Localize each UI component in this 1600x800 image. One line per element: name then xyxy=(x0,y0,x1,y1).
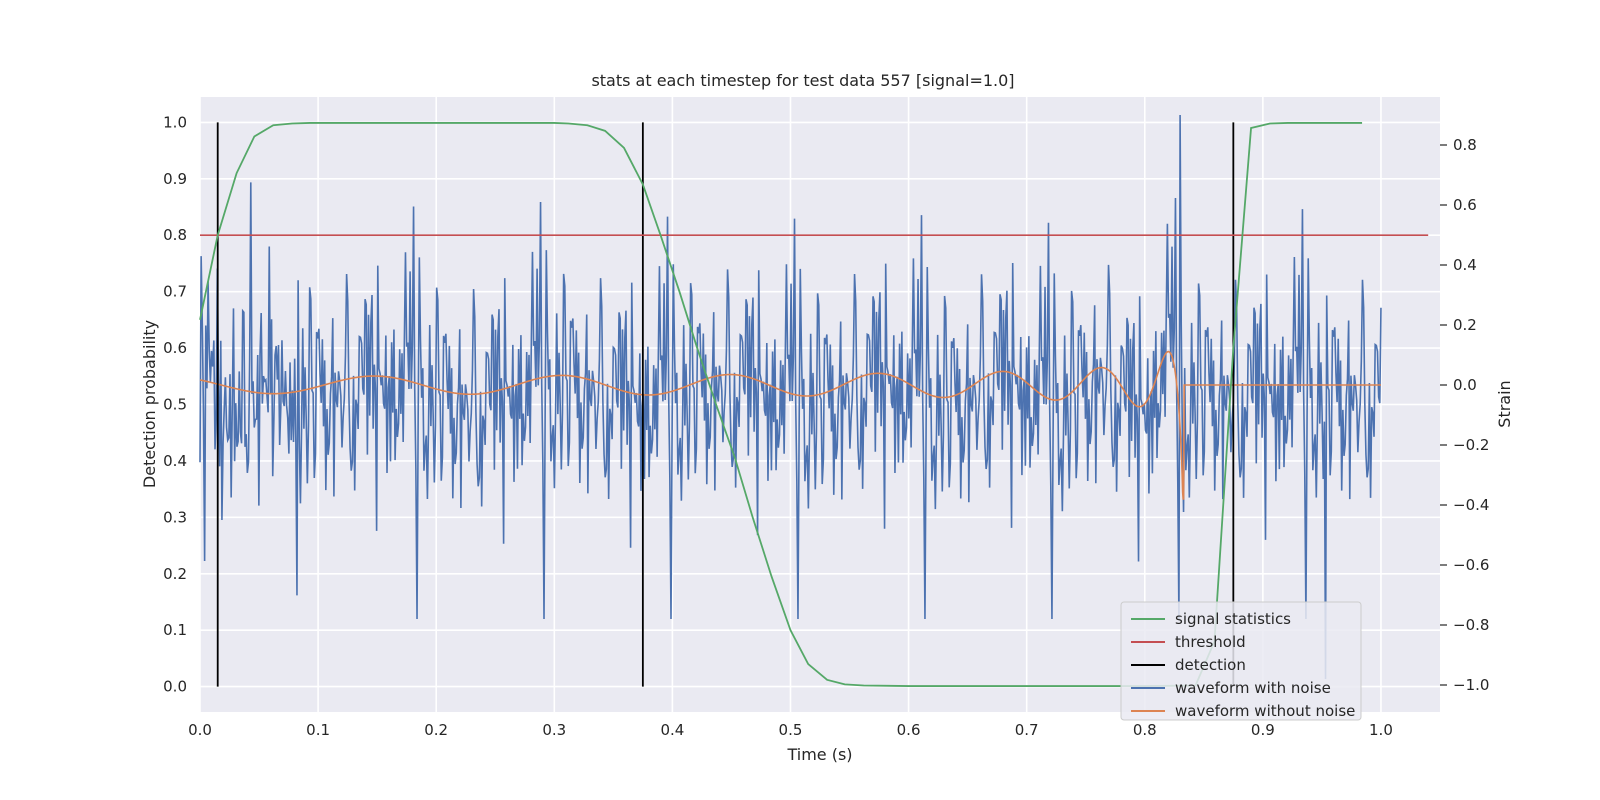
x-tick-label: 1.0 xyxy=(1369,721,1393,739)
y2-tick-label: −0.4 xyxy=(1453,496,1489,514)
y-tick-label: 0.3 xyxy=(163,508,187,526)
x-tick-label: 0.3 xyxy=(542,721,566,739)
y2-tick-label: 0.4 xyxy=(1453,256,1477,274)
y-tick-label: 0.2 xyxy=(163,565,187,583)
x-axis-label: Time (s) xyxy=(786,745,852,764)
y-tick-label: 1.0 xyxy=(163,113,187,131)
legend-entry: signal statistics xyxy=(1175,610,1291,628)
y2-tick-label: 0.8 xyxy=(1453,136,1477,154)
x-tick-label: 0.8 xyxy=(1133,721,1157,739)
y-tick-label: 0.7 xyxy=(163,283,187,301)
x-tick-label: 0.9 xyxy=(1251,721,1275,739)
y-tick-label: 0.5 xyxy=(163,396,187,414)
y2-tick-label: 0.0 xyxy=(1453,376,1477,394)
y-axis-label: Detection probability xyxy=(140,320,159,488)
y2-tick-label: −0.2 xyxy=(1453,436,1489,454)
legend-entry: threshold xyxy=(1175,633,1246,651)
x-axis: 0.0 0.1 0.2 0.3 0.4 0.5 0.6 0.7 0.8 0.9 1.0 xyxy=(188,721,1393,739)
y2-tick-label: −0.6 xyxy=(1453,556,1489,574)
y-tick-label: 0.9 xyxy=(163,170,187,188)
x-tick-label: 0.2 xyxy=(424,721,448,739)
legend-box xyxy=(1120,601,1362,721)
legend-entry: waveform with noise xyxy=(1175,679,1331,697)
y-tick-label: 0.6 xyxy=(163,339,187,357)
y2-tick-label: 0.6 xyxy=(1453,196,1477,214)
y-tick-label: 0.0 xyxy=(163,678,187,696)
legend-entry: detection xyxy=(1175,656,1246,674)
y-axis-right: −1.0 −0.8 −0.6 −0.4 −0.2 0.0 0.2 0.4 0.6 0.8 xyxy=(1440,136,1489,694)
x-tick-label: 0.6 xyxy=(897,721,921,739)
y-tick-label: 0.1 xyxy=(163,621,187,639)
x-tick-label: 0.1 xyxy=(306,721,330,739)
y2-tick-label: 0.2 xyxy=(1453,316,1477,334)
x-tick-label: 0.5 xyxy=(779,721,803,739)
chart-title: stats at each timestep for test data 557… xyxy=(591,71,1014,90)
y-tick-label: 0.4 xyxy=(163,452,187,470)
x-tick-label: 0.7 xyxy=(1015,721,1039,739)
x-tick-label: 0.4 xyxy=(660,721,684,739)
y-axis-left: 0.0 0.1 0.2 0.3 0.4 0.5 0.6 0.7 0.8 0.9 1.0 xyxy=(163,113,187,695)
series xyxy=(199,114,1429,687)
x-tick-label: 0.0 xyxy=(188,721,212,739)
y2-tick-label: −1.0 xyxy=(1453,676,1489,694)
y-tick-label: 0.8 xyxy=(163,226,187,244)
y2-axis-label: Strain xyxy=(1495,380,1514,427)
y2-tick-label: −0.8 xyxy=(1453,616,1489,634)
series-waveform-without-noise xyxy=(199,350,1381,500)
legend-entry: waveform without noise xyxy=(1175,702,1355,720)
legend: signal statistics threshold detection wavef… xyxy=(1120,601,1362,721)
